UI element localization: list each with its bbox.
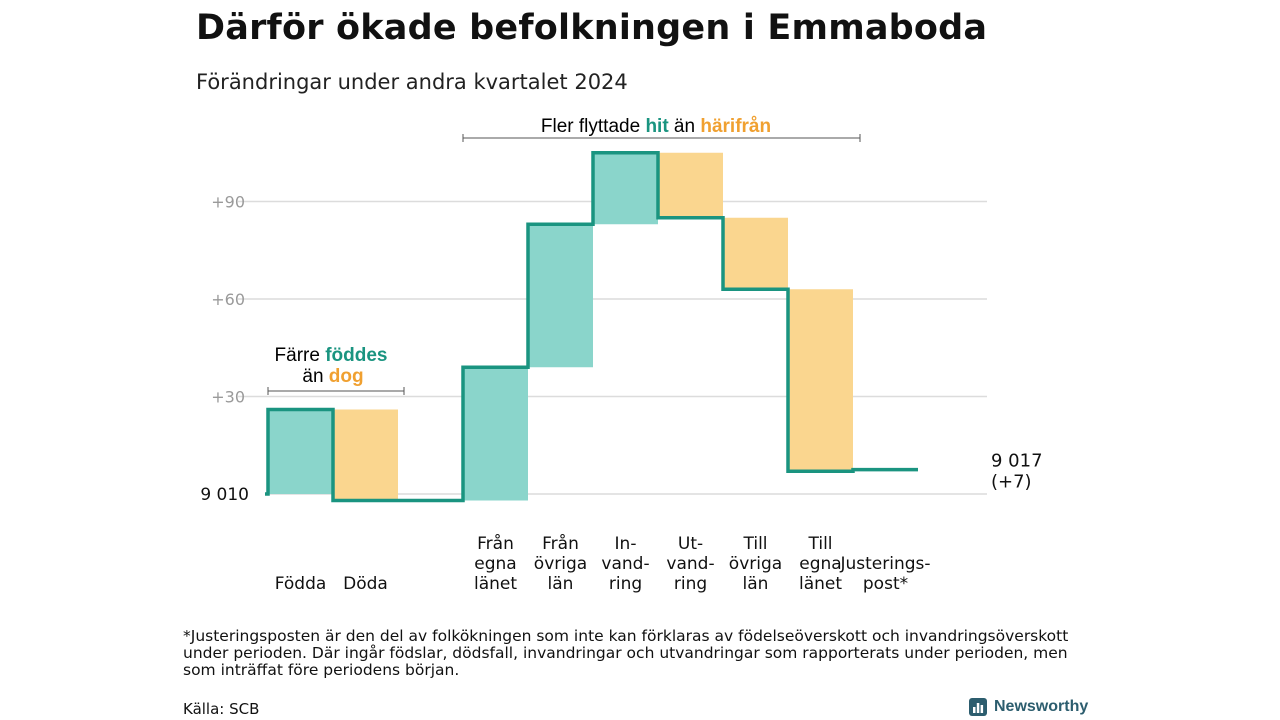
category-label: län — [548, 574, 574, 594]
births-annotation-text-d: dog — [329, 366, 364, 387]
chart-subtitle: Förändringar under andra kvartalet 2024 — [196, 70, 628, 94]
cumulative-step-line — [265, 151, 918, 503]
logo-text: Newsworthy — [994, 698, 1089, 715]
waterfall-chart: +30+60+90 Födda DödaFrånegnalänetFrånövri… — [200, 116, 1043, 594]
category-label: ring — [609, 574, 642, 594]
category-label: övriga — [729, 554, 782, 574]
category-label: Från — [477, 533, 514, 554]
category-label: Till — [807, 534, 832, 554]
category-label: ring — [674, 574, 707, 594]
moves-annotation-text-c: än — [669, 116, 701, 137]
moves-annotation-text-d: härifrån — [700, 116, 771, 137]
category-label: Till — [742, 534, 767, 554]
births-annotation: Färre föddes än dog — [267, 345, 405, 395]
end-value-label: 9 017 — [991, 451, 1043, 472]
bar-inflow — [463, 367, 528, 501]
chart-logo-icon — [969, 698, 987, 716]
moves-annotation-text-a: Fler flyttade — [541, 116, 646, 137]
bar-outflow — [333, 409, 398, 501]
category-label: post* — [863, 574, 908, 594]
category-label: vand- — [601, 554, 649, 574]
category-label: vand- — [666, 554, 714, 574]
newsworthy-logo: Newsworthy — [968, 697, 1088, 717]
svg-text:Färre föddes: Färre föddes — [275, 345, 388, 366]
category-label: egna — [799, 554, 841, 574]
svg-text:än dog: än dog — [302, 366, 363, 387]
births-annotation-text-b: föddes — [325, 345, 387, 366]
category-label: övriga — [534, 554, 587, 574]
start-value-label: 9 010 — [200, 485, 249, 505]
y-tick-label: +60 — [211, 290, 245, 309]
source-note: Källa: SCB — [183, 700, 260, 718]
bar-inflow — [593, 152, 658, 225]
moves-annotation-text-b: hit — [645, 116, 669, 137]
end-change-label: (+7) — [991, 472, 1032, 493]
births-annotation-text-c: än — [302, 366, 328, 387]
svg-text:Fler flyttade hit än härifrån: Fler flyttade hit än härifrån — [541, 116, 771, 137]
bar-outflow — [658, 152, 723, 218]
bar-inflow — [268, 409, 333, 494]
category-label: In- — [615, 534, 637, 554]
births-annotation-text-a: Färre — [275, 345, 326, 366]
y-tick-label: +90 — [211, 193, 245, 212]
category-label: Från — [542, 533, 579, 554]
category-label: län — [743, 574, 769, 594]
chart-title: Därför ökade befolkningen i Emmaboda — [196, 8, 988, 48]
category-label: Födda — [275, 574, 327, 594]
category-label: Döda — [343, 574, 388, 594]
footnote: *Justeringsposten är den del av folkökni… — [183, 627, 1069, 679]
category-label: Justerings- — [839, 554, 930, 574]
category-label: länet — [799, 574, 842, 594]
y-tick-label: +30 — [211, 388, 245, 407]
bar-outflow — [723, 217, 788, 290]
moves-annotation: Fler flyttade hit än härifrån — [462, 116, 861, 142]
bar-inflow — [528, 224, 593, 368]
category-label: länet — [474, 574, 517, 594]
category-label: Ut- — [678, 534, 703, 554]
category-label: egna — [474, 554, 516, 574]
bar-outflow — [788, 289, 853, 472]
